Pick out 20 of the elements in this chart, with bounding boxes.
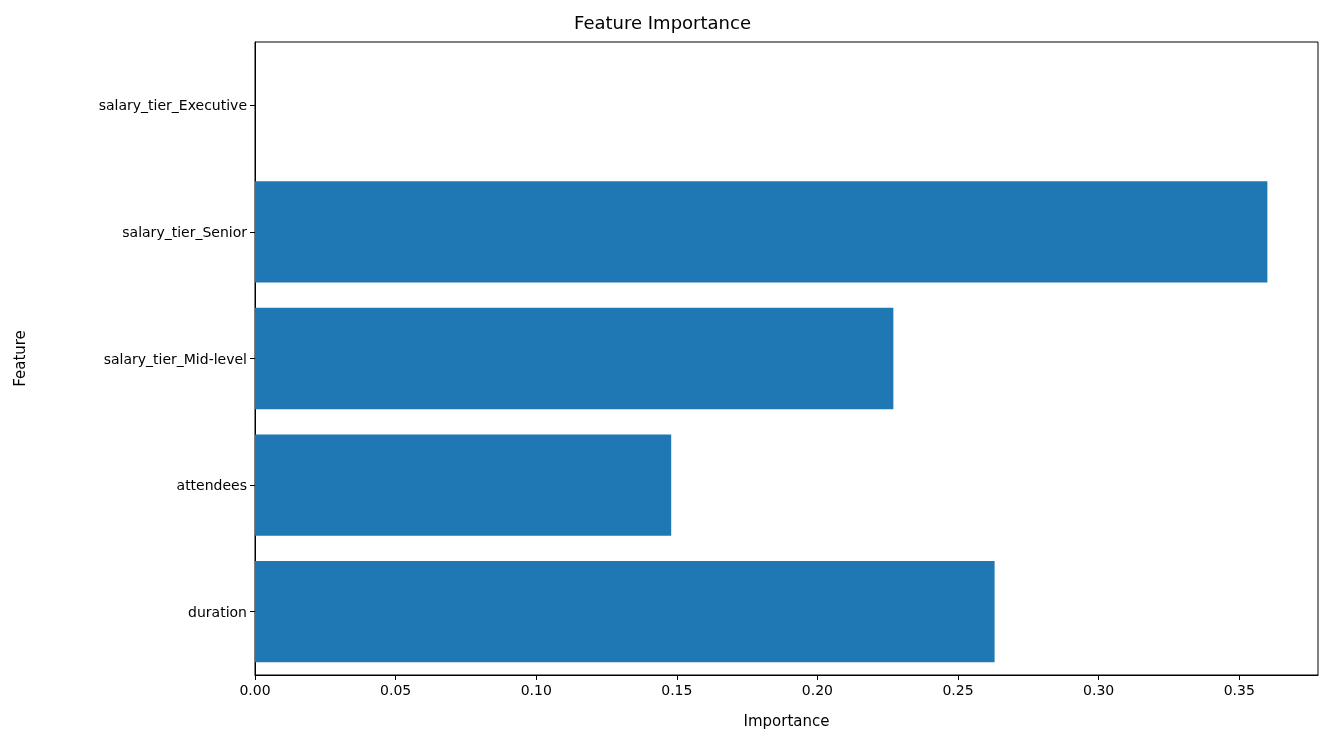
x-tick-label: 0.35 (1223, 682, 1255, 698)
y-tick-label: salary_tier_Senior (122, 223, 248, 240)
bar (255, 307, 894, 410)
y-tick-label: salary_tier_Mid-level (103, 350, 247, 367)
x-tick-label: 0.15 (661, 682, 693, 698)
bar (255, 181, 1268, 283)
y-tick-label: duration (188, 603, 247, 620)
bar (255, 434, 672, 536)
y-tick-label: salary_tier_Executive (98, 97, 247, 114)
y-axis-title: Feature (10, 330, 29, 387)
x-axis-title: Importance (743, 711, 830, 730)
x-tick-label: 0.25 (942, 682, 974, 698)
x-tick-label: 0.00 (239, 682, 271, 698)
bar (255, 561, 995, 663)
x-tick-label: 0.10 (520, 682, 552, 698)
y-tick-label: attendees (176, 477, 247, 494)
x-tick-label: 0.30 (1083, 682, 1115, 698)
x-tick-label: 0.05 (380, 682, 412, 698)
chart-title: Feature Importance (574, 11, 751, 33)
x-tick-label: 0.20 (801, 682, 834, 698)
